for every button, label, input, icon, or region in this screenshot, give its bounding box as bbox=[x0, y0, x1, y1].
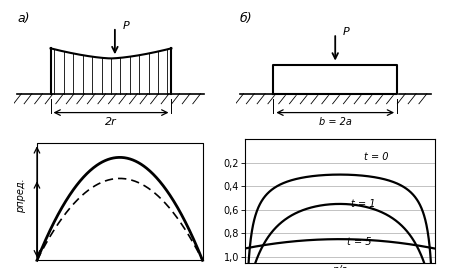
Text: рпред.: рпред. bbox=[16, 178, 26, 213]
Text: t = 0: t = 0 bbox=[364, 152, 388, 162]
Text: а): а) bbox=[18, 12, 30, 25]
Text: b = 2a: b = 2a bbox=[319, 117, 352, 127]
X-axis label: p/a: p/a bbox=[332, 265, 347, 268]
Text: P: P bbox=[123, 21, 130, 31]
Text: б): б) bbox=[240, 12, 252, 25]
Text: P: P bbox=[343, 27, 350, 37]
Text: 2r: 2r bbox=[105, 117, 117, 127]
Text: t = 1: t = 1 bbox=[351, 199, 376, 210]
Text: t = 5: t = 5 bbox=[347, 237, 372, 247]
Polygon shape bbox=[274, 65, 397, 94]
